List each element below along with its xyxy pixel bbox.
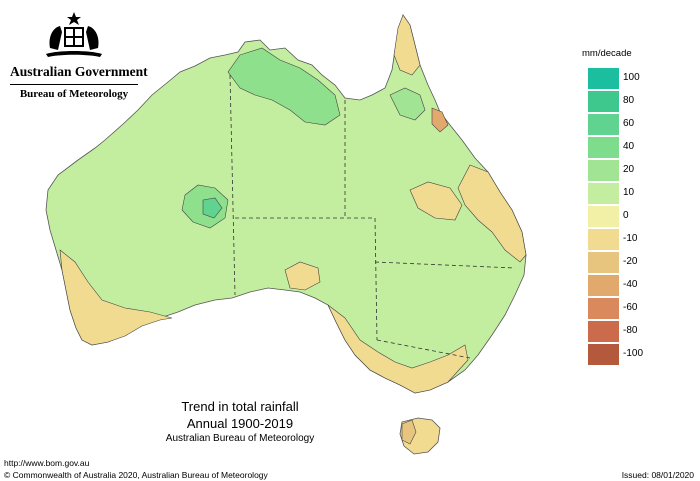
agency-name: Bureau of Meteorology [19,88,129,100]
trend-zone-drying-nullarbor [284,261,321,291]
trend-zone-drying-cape-york [393,14,421,76]
legend-tick-label: -100 [623,348,644,359]
legend-swatch [588,298,619,319]
trend-zone-drying-queensland-coast [431,107,449,133]
website-link[interactable]: http://www.bom.gov.au [4,458,90,468]
legend-tick-label: -20 [623,256,638,267]
trend-zone-drying-east-coast [457,164,527,263]
copyright-notice: © Commonwealth of Australia 2020, Austra… [4,470,268,480]
legend-swatch [588,137,619,158]
map-title: Trend in total rainfall [181,399,299,414]
map-source: Australian Bureau of Meteorology [165,433,315,444]
government-name: Australian Government [10,64,148,85]
legend-swatch [588,68,619,89]
legend-swatch [588,206,619,227]
legend-unit-label: mm/decade [582,48,632,59]
trend-zone-drying-south-west [59,249,173,346]
map-title-block: Trend in total rainfall Annual 1900-2019… [140,398,340,446]
legend-swatch [588,321,619,342]
trend-zone-drying-central-qld [409,181,463,221]
legend-tick-label: 20 [623,164,635,175]
trend-zone-40-60-central [202,197,223,219]
map-period: Annual 1900-2019 [186,416,294,431]
coat-of-arms-icon [46,12,102,57]
trend-zone-20-40-north [227,47,341,126]
legend-swatch [588,160,619,181]
trend-zone-20-north-east [389,87,426,121]
issued-date: Issued: 08/01/2020 [621,470,694,480]
government-logo-block: Australian Government Bureau of Meteorol… [10,10,148,100]
legend-tick-label: 100 [623,72,640,83]
legend-tick-label: 80 [623,95,635,106]
trend-zone-drying-south-east [327,304,469,394]
legend-tick-label: 60 [623,118,635,129]
legend-swatch [588,252,619,273]
legend-swatch [588,229,619,250]
legend-swatch [588,344,619,365]
legend-tick-label: 0 [623,210,629,221]
legend-tick-label: -40 [623,279,638,290]
legend-tick-label: -10 [623,233,638,244]
legend-tick-label: 10 [623,187,635,198]
legend-swatch [588,114,619,135]
legend-swatch [588,183,619,204]
legend-tick-label: -60 [623,302,638,313]
legend-swatch [588,91,619,112]
legend-tick-label: -80 [623,325,638,336]
tasmania-west-drying [401,419,417,445]
legend-swatch [588,275,619,296]
state-borders [229,74,516,359]
legend-tick-label: 40 [623,141,635,152]
